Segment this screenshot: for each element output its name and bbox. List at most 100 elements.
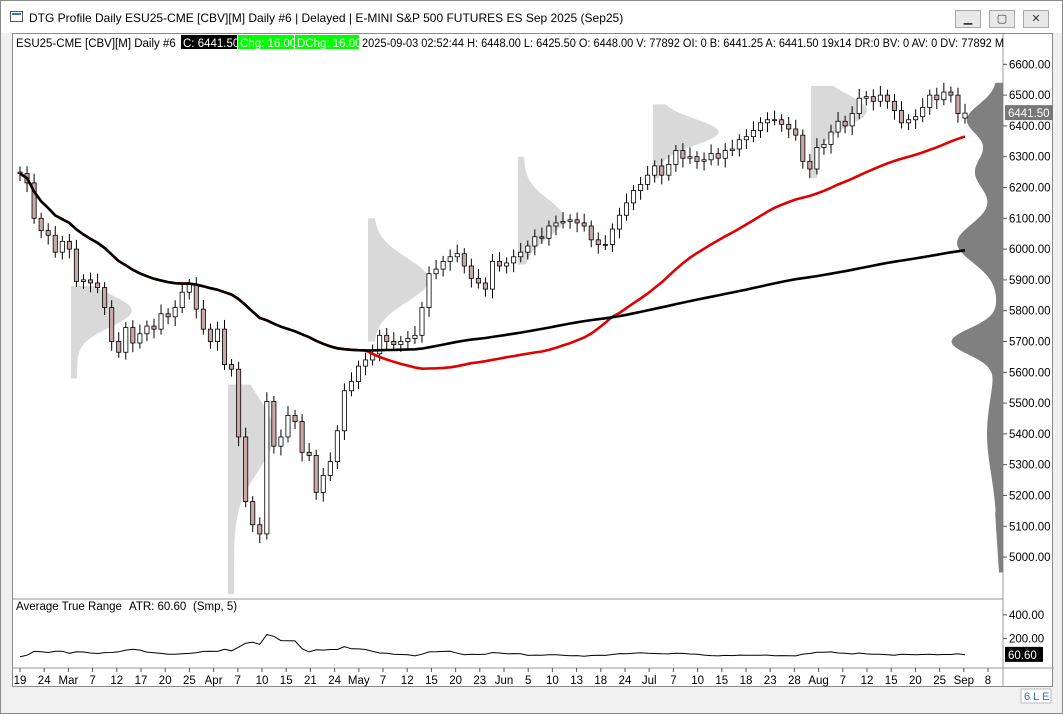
candle-body — [299, 421, 305, 453]
candle-body — [116, 341, 122, 353]
x-tick-label: 12 — [861, 675, 874, 687]
candle-body — [870, 96, 876, 102]
candle-body — [948, 91, 954, 96]
y-tick-label: 6600.00 — [1009, 59, 1051, 71]
candle-body — [193, 284, 199, 310]
session-profile — [518, 156, 564, 265]
x-tick-label: 8 — [985, 675, 991, 687]
candle-body — [941, 91, 947, 101]
candle-body — [186, 284, 192, 293]
candle-body — [38, 217, 44, 232]
candle-body — [609, 228, 615, 245]
chg-label-bg — [238, 35, 294, 49]
y-tick-label: 6300.00 — [1009, 152, 1051, 164]
x-tick-label: 19 — [14, 675, 27, 687]
symbol-label: ESU25-CME [CBV][M] Daily #6 — [16, 38, 176, 50]
candle-body — [475, 277, 481, 284]
candle-body — [229, 364, 235, 370]
candle-body — [327, 461, 333, 476]
candle-body — [842, 120, 848, 127]
x-tick-label: 21 — [304, 675, 317, 687]
candle-body — [835, 120, 841, 133]
x-tick-label: 7 — [840, 675, 846, 687]
ma-fast-line — [19, 135, 966, 371]
y-tick-label: 5600.00 — [1009, 367, 1051, 379]
candle-body — [482, 282, 488, 290]
candle-body — [292, 414, 298, 422]
maximize-button[interactable]: ▢ — [989, 10, 1015, 28]
candle-body — [828, 131, 834, 145]
candle-body — [419, 307, 425, 336]
candle-body — [95, 282, 101, 288]
x-tick-label: 17 — [135, 675, 148, 687]
y-tick-label: 6100.00 — [1009, 213, 1051, 225]
session-profile — [368, 218, 429, 342]
x-tick-label: 12 — [401, 675, 414, 687]
status-svg: 6 L E — [1020, 688, 1052, 704]
candle-body — [638, 184, 644, 191]
candle-body — [680, 150, 686, 159]
candle-body — [243, 436, 249, 503]
candle-body — [461, 253, 467, 267]
candle-body — [891, 100, 897, 111]
minimize-button[interactable]: ▁ — [955, 10, 981, 28]
candle-body — [708, 153, 714, 161]
candle-body — [200, 308, 206, 330]
candle-body — [341, 390, 347, 432]
candle-body — [264, 401, 270, 535]
atr-value: ATR: 60.60 — [129, 601, 186, 613]
x-tick-label: 7 — [235, 675, 241, 687]
candle-body — [532, 236, 538, 247]
candle-body — [539, 236, 545, 239]
candle-body — [525, 245, 531, 253]
close-label-bg — [181, 35, 237, 49]
candle-body — [356, 365, 362, 382]
candle-body — [786, 123, 792, 130]
x-tick-label: Sep — [954, 675, 974, 687]
x-tick-label: 15 — [885, 675, 898, 687]
last-price-label: 6441.50 — [1008, 108, 1050, 120]
candle-body — [158, 313, 164, 330]
price-chart[interactable]: 6600.00 6500.00 6400.00 6300.00 6200.00 6100.… — [13, 34, 1054, 688]
chart-frame: 6600.00 6500.00 6400.00 6300.00 6200.00 6100.… — [12, 33, 1054, 688]
candle-body — [179, 291, 185, 309]
x-tick-label: 7 — [89, 675, 95, 687]
candle-body — [102, 287, 108, 309]
candle-body — [165, 313, 171, 318]
candle-body — [623, 202, 629, 216]
status-box[interactable] — [1020, 688, 1052, 704]
close-button[interactable]: ✕ — [1023, 10, 1049, 28]
session-profile — [71, 286, 132, 379]
candle-body — [673, 150, 679, 165]
candle-body — [877, 94, 883, 102]
x-tick-label: 20 — [449, 675, 462, 687]
candle-body — [433, 268, 439, 275]
y-tick-label: 5900.00 — [1009, 275, 1051, 287]
candle-body — [602, 244, 608, 246]
candle-body — [66, 240, 72, 250]
candle-body — [687, 156, 693, 159]
candle-body — [793, 128, 799, 136]
atr-tick-label: 400.00 — [1009, 610, 1044, 622]
x-tick-label: 24 — [38, 675, 51, 687]
atr-value-box — [1005, 646, 1043, 662]
candle-body — [504, 262, 510, 267]
atr-value-label: 60.60 — [1008, 650, 1037, 662]
candle-body — [285, 414, 291, 438]
candle-body — [426, 273, 432, 309]
candle-body — [863, 96, 869, 99]
candle-body — [962, 112, 968, 119]
candle-body — [913, 116, 919, 121]
y-tick-label: 5800.00 — [1009, 306, 1051, 318]
candle-body — [779, 119, 785, 125]
candle-body — [906, 119, 912, 124]
candle-body — [772, 119, 778, 122]
atr-line — [19, 634, 966, 658]
x-tick-label: 28 — [788, 675, 801, 687]
candle-body — [130, 327, 136, 344]
composite-profile — [951, 82, 1003, 573]
x-tick-label: 24 — [328, 675, 341, 687]
x-tick-label: 12 — [110, 675, 123, 687]
candle-body — [489, 261, 495, 290]
candle-body — [899, 110, 905, 124]
